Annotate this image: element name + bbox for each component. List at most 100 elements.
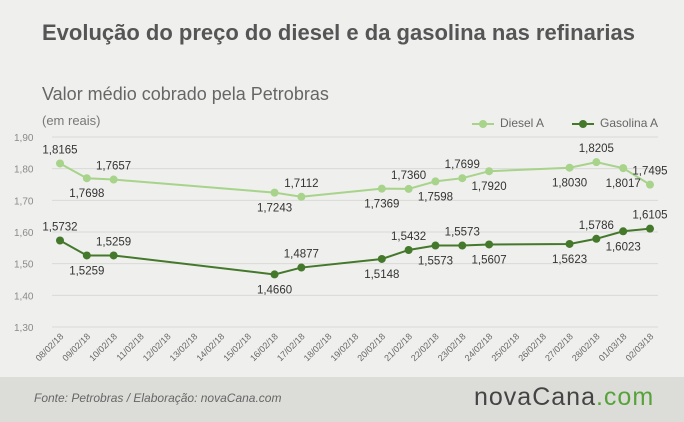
x-tick-label: 01/03/18 <box>597 331 629 363</box>
data-label-gasolina: 1,5259 <box>69 265 104 277</box>
data-point-diesel <box>485 167 494 176</box>
legend-label-diesel: Diesel A <box>500 116 545 130</box>
x-tick-label: 02/03/18 <box>624 331 656 363</box>
data-label-diesel: 1,7598 <box>418 191 453 203</box>
data-label-diesel: 1,7369 <box>364 199 399 211</box>
data-label-diesel: 1,7243 <box>257 203 292 215</box>
data-label-diesel: 1,7657 <box>96 161 131 173</box>
y-tick-label: 1,60 <box>14 228 34 239</box>
data-point-diesel <box>56 159 64 168</box>
data-point-gasolina <box>377 254 386 263</box>
chart-title: Evolução do preço do diesel e da gasolin… <box>42 20 635 45</box>
data-point-gasolina <box>297 263 306 272</box>
y-tick-label: 1,80 <box>14 165 34 176</box>
data-label-gasolina: 1,5732 <box>42 221 77 233</box>
data-label-diesel: 1,7920 <box>471 181 506 193</box>
x-tick-label: 20/02/18 <box>355 331 387 363</box>
x-tick-label: 16/02/18 <box>248 331 280 363</box>
y-tick-label: 1,40 <box>14 291 34 302</box>
legend-swatch-gasolina <box>572 119 594 129</box>
legend-label-gasolina: Gasolina A <box>600 116 659 130</box>
x-tick-label: 21/02/18 <box>382 331 414 363</box>
x-tick-label: 22/02/18 <box>409 331 441 363</box>
data-point-diesel <box>404 184 413 193</box>
logo-main: novaCana <box>474 383 596 411</box>
data-point-gasolina <box>431 241 440 250</box>
data-point-gasolina <box>592 234 601 243</box>
data-point-diesel <box>109 175 118 184</box>
x-tick-label: 26/02/18 <box>516 331 548 363</box>
data-point-diesel <box>619 164 628 173</box>
series-line-gasolina <box>59 227 651 276</box>
x-tick-label: 14/02/18 <box>194 331 226 363</box>
series-line-diesel <box>59 161 651 198</box>
source-note: Fonte: Petrobras / Elaboração: novaCana.… <box>34 391 282 405</box>
data-point-diesel <box>297 192 306 201</box>
data-label-diesel: 1,8205 <box>579 143 614 155</box>
line-chart: 1,30 1,40 1,50 1,60 1,70 1,80 1,90 08/02/1809/0… <box>14 133 668 363</box>
x-tick-label: 25/02/18 <box>489 331 521 363</box>
data-label-gasolina: 1,4877 <box>284 249 319 261</box>
data-point-gasolina <box>565 239 574 248</box>
data-label-gasolina: 1,5432 <box>391 231 426 243</box>
y-tick-label: 1,90 <box>14 133 34 144</box>
data-point-gasolina <box>458 241 467 250</box>
footer: Fonte: Petrobras / Elaboração: novaCana.… <box>0 377 684 422</box>
data-point-gasolina <box>619 227 628 236</box>
unit-note: (em reais) <box>42 113 101 128</box>
data-point-diesel <box>565 163 574 172</box>
data-point-diesel <box>458 174 467 183</box>
x-tick-label: 19/02/18 <box>329 331 361 363</box>
data-label-diesel: 1,7698 <box>69 188 104 200</box>
data-label-gasolina: 1,4660 <box>257 284 292 296</box>
data-label-diesel: 1,7360 <box>391 170 426 182</box>
data-label-gasolina: 1,6105 <box>632 210 667 222</box>
data-label-diesel: 1,7699 <box>445 159 480 171</box>
data-label-gasolina: 1,5786 <box>579 220 614 232</box>
x-tick-label: 12/02/18 <box>141 331 173 363</box>
data-label-gasolina: 1,5623 <box>552 254 587 266</box>
data-point-diesel <box>270 188 279 197</box>
data-point-diesel <box>431 177 440 186</box>
data-point-diesel <box>646 180 654 189</box>
x-tick-label: 23/02/18 <box>436 331 468 363</box>
data-label-gasolina: 1,5573 <box>418 256 453 268</box>
x-tick-label: 28/02/18 <box>570 331 602 363</box>
chart-subtitle: Valor médio cobrado pela Petrobras <box>42 84 329 104</box>
data-point-gasolina <box>82 251 91 260</box>
data-label-diesel: 1,8017 <box>606 178 641 190</box>
x-tick-label: 17/02/18 <box>275 331 307 363</box>
legend-swatch-diesel <box>472 119 494 129</box>
data-point-diesel <box>592 158 601 167</box>
data-point-diesel <box>82 174 91 183</box>
data-point-gasolina <box>270 270 279 279</box>
data-point-diesel <box>377 184 386 193</box>
legend-item-diesel: Diesel A <box>472 116 544 130</box>
logo-suffix: .com <box>595 383 655 411</box>
data-point-gasolina <box>109 251 118 260</box>
x-tick-label: 10/02/18 <box>87 331 119 363</box>
y-tick-label: 1,70 <box>14 196 34 207</box>
y-tick-label: 1,30 <box>14 323 34 334</box>
data-label-gasolina: 1,5607 <box>471 254 506 266</box>
x-tick-label: 09/02/18 <box>60 331 92 363</box>
x-tick-label: 27/02/18 <box>543 331 575 363</box>
data-point-gasolina <box>485 240 494 249</box>
x-tick-label: 24/02/18 <box>463 331 495 363</box>
data-point-gasolina <box>646 224 654 233</box>
data-label-gasolina: 1,6023 <box>606 241 641 253</box>
novacana-logo[interactable]: novaCana.com <box>474 383 654 412</box>
y-tick-label: 1,50 <box>14 260 34 271</box>
legend-item-gasolina: Gasolina A <box>572 116 658 130</box>
x-tick-label: 13/02/18 <box>168 331 200 363</box>
data-point-gasolina <box>56 236 64 245</box>
data-label-gasolina: 1,5148 <box>364 269 399 281</box>
x-tick-label: 11/02/18 <box>114 331 145 362</box>
data-label-diesel: 1,7495 <box>632 166 667 178</box>
data-point-gasolina <box>404 245 413 254</box>
x-tick-label: 08/02/18 <box>34 331 66 363</box>
x-tick-label: 18/02/18 <box>302 331 334 363</box>
x-tick-label: 15/02/18 <box>221 331 253 363</box>
data-label-diesel: 1,7112 <box>284 178 318 190</box>
